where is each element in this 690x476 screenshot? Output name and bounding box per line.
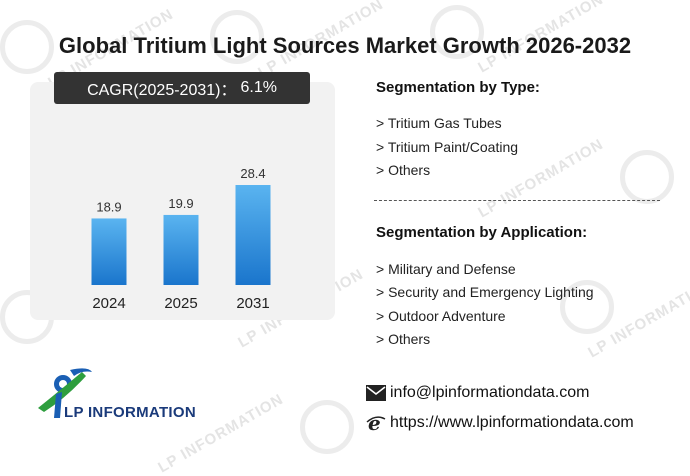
website-link[interactable]: https://www.lpinformationdata.com <box>390 414 634 431</box>
cagr-label: CAGR(2025-2031)： <box>87 82 237 99</box>
bar-2031 <box>235 185 271 285</box>
application-item: > Military and Defense <box>376 261 516 277</box>
envelope-icon <box>366 383 386 403</box>
cagr-badge: CAGR(2025-2031)： 6.1% <box>54 72 310 104</box>
x-tick-label-2031: 2031 <box>236 295 269 312</box>
data-label-2024: 18.9 <box>96 199 121 214</box>
browser-e-icon: e <box>366 413 386 433</box>
watermark-circle-icon <box>620 150 674 204</box>
x-tick-label-2025: 2025 <box>164 295 197 312</box>
logo-text: LP INFORMATION <box>64 404 196 421</box>
bar-2024 <box>91 218 127 285</box>
watermark-circle-icon <box>0 20 54 74</box>
application-item: > Security and Emergency Lighting <box>376 284 594 300</box>
type-item: > Others <box>376 162 431 178</box>
watermark-circle-icon <box>560 280 614 334</box>
page-title: Global Tritium Light Sources Market Grow… <box>58 33 632 58</box>
watermark-circle-icon <box>300 400 354 454</box>
type-item: > Tritium Gas Tubes <box>376 115 502 131</box>
lp-information-logo-icon <box>38 368 92 418</box>
type-item: > Tritium Paint/Coating <box>376 139 519 155</box>
website-contact[interactable]: e https://www.lpinformationdata.com <box>366 413 634 433</box>
segmentation-type-heading: Segmentation by Type: <box>376 79 540 96</box>
cagr-value: 6.1% <box>240 79 277 96</box>
watermark-circle-icon <box>210 10 264 64</box>
email-contact[interactable]: info@lpinformationdata.com <box>366 383 589 403</box>
data-label-2031: 28.4 <box>240 166 265 181</box>
bar-chart: 18.9 2024 19.9 2025 28.4 2031 <box>91 166 271 312</box>
data-label-2025: 19.9 <box>168 196 193 211</box>
application-item: > Others <box>376 331 431 347</box>
section-divider <box>374 200 660 201</box>
x-tick-label-2024: 2024 <box>92 295 125 312</box>
application-item: > Outdoor Adventure <box>376 308 506 324</box>
svg-text:e: e <box>368 413 381 433</box>
email-link[interactable]: info@lpinformationdata.com <box>390 384 590 401</box>
watermark-circle-icon <box>430 5 484 59</box>
bar-2025 <box>163 214 199 285</box>
segmentation-application-heading: Segmentation by Application: <box>376 224 588 241</box>
